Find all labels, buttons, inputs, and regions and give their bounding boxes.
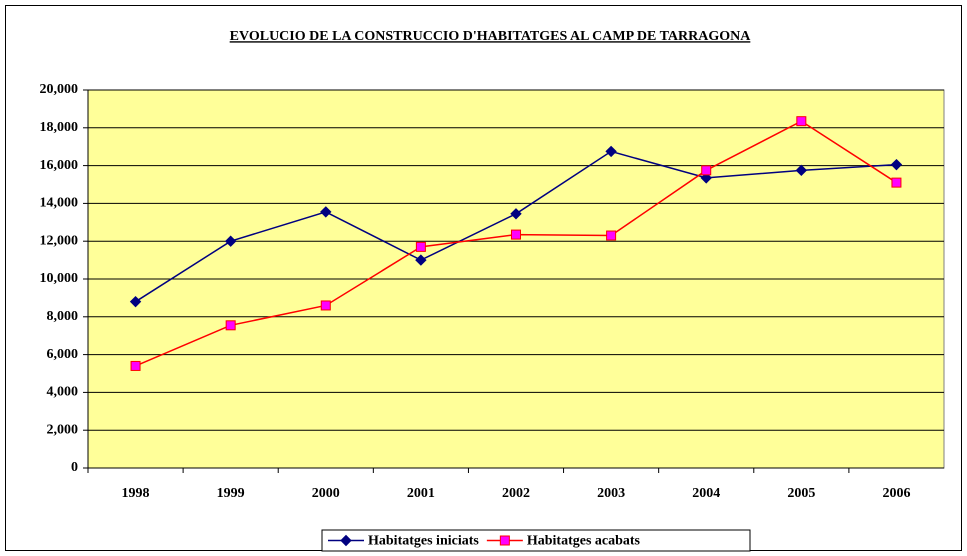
y-tick-label: 14,000 xyxy=(40,196,79,211)
x-tick-label: 1999 xyxy=(217,486,245,501)
y-tick-label: 20,000 xyxy=(40,82,79,97)
data-point xyxy=(605,145,617,158)
data-point xyxy=(701,165,712,176)
data-point xyxy=(890,158,903,171)
x-tick-label: 2001 xyxy=(407,486,435,501)
data-point xyxy=(606,230,617,241)
x-tick-label: 1998 xyxy=(122,486,150,501)
x-tick-label: 2006 xyxy=(882,486,910,501)
y-tick-label: 10,000 xyxy=(40,271,79,286)
legend-marker xyxy=(340,534,352,547)
x-tick-label: 2000 xyxy=(312,486,340,501)
data-point xyxy=(415,241,426,252)
y-tick-label: 4,000 xyxy=(47,385,79,400)
y-tick-label: 0 xyxy=(71,460,78,475)
legend-marker xyxy=(499,535,510,546)
data-point xyxy=(320,206,332,218)
y-tick-label: 16,000 xyxy=(40,158,79,173)
data-point xyxy=(796,116,807,127)
data-point xyxy=(130,360,141,371)
y-tick-label: 8,000 xyxy=(47,309,79,324)
legend xyxy=(321,529,751,552)
data-point xyxy=(891,177,902,188)
y-tick-label: 12,000 xyxy=(40,233,79,248)
x-tick-label: 2003 xyxy=(597,486,625,501)
chart-title: EVOLUCIO DE LA CONSTRUCCIO D'HABITATGES … xyxy=(230,29,752,44)
x-tick-label: 2004 xyxy=(692,486,720,501)
data-point xyxy=(225,320,236,331)
data-point xyxy=(511,229,521,240)
y-tick-label: 6,000 xyxy=(47,347,79,362)
x-tick-label: 2002 xyxy=(502,486,530,501)
data-point xyxy=(415,254,427,266)
y-tick-label: 2,000 xyxy=(47,422,79,437)
data-point xyxy=(795,164,808,177)
legend-label: Habitatges acabats xyxy=(527,534,641,549)
data-point xyxy=(700,172,712,184)
data-point xyxy=(224,235,237,247)
y-tick-label: 18,000 xyxy=(40,120,79,135)
data-point xyxy=(320,300,331,311)
legend-label: Habitatges iniciats xyxy=(368,534,479,549)
data-point xyxy=(510,208,522,220)
x-tick-label: 2005 xyxy=(787,486,815,501)
data-point xyxy=(129,295,142,308)
